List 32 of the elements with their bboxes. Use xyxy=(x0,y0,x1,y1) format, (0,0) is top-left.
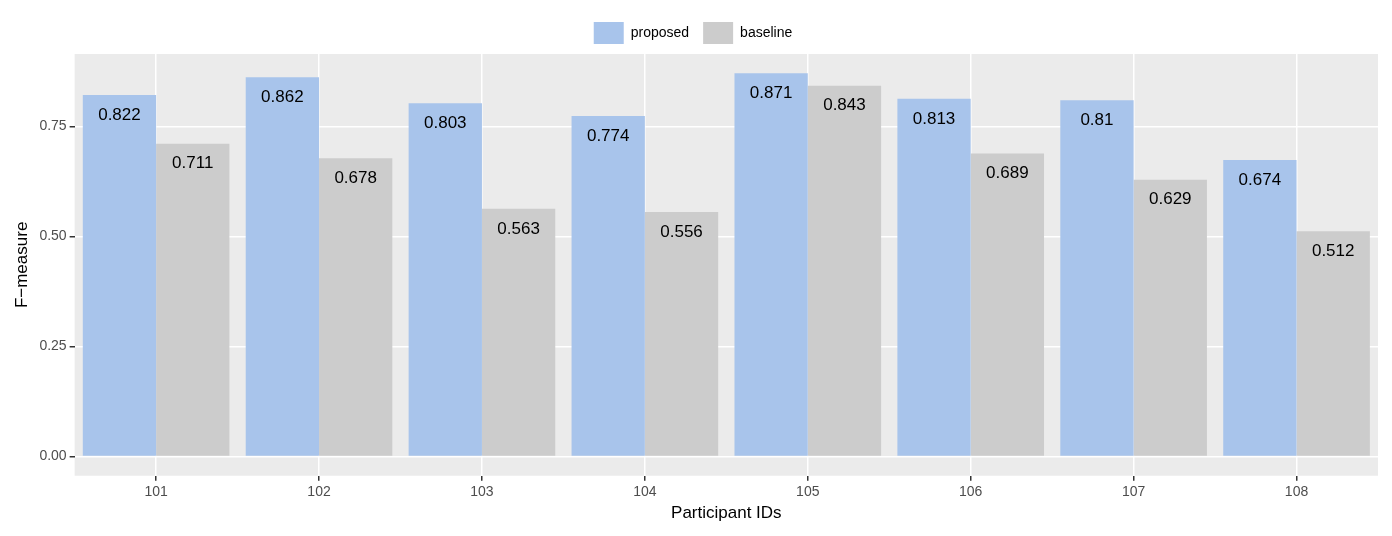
x-tick-label: 101 xyxy=(144,483,168,500)
legend-label: baseline xyxy=(740,23,793,40)
x-tick-label: 107 xyxy=(1121,483,1146,500)
data-label: 0.629 xyxy=(1149,189,1192,209)
x-tick-label: 108 xyxy=(1284,483,1309,500)
data-label: 0.871 xyxy=(749,83,793,103)
x-tick-label: 103 xyxy=(470,483,494,500)
data-label: 0.711 xyxy=(172,153,214,173)
x-tick-label: 106 xyxy=(959,483,983,500)
x-tick-label: 105 xyxy=(796,483,820,500)
data-label: 0.81 xyxy=(1080,109,1114,129)
data-label: 0.678 xyxy=(334,167,377,187)
x-axis-title: Participant IDs xyxy=(671,503,782,523)
data-label: 0.674 xyxy=(1238,169,1282,189)
data-label: 0.512 xyxy=(1311,240,1355,260)
data-label: 0.774 xyxy=(586,125,630,145)
x-tick-label: 102 xyxy=(307,483,331,500)
y-tick-label: 0.25 xyxy=(39,337,67,354)
y-tick-label: 0.50 xyxy=(39,227,67,244)
data-label: 0.556 xyxy=(660,221,703,241)
x-tick-label: 104 xyxy=(633,483,657,500)
y-axis-title: F−measure xyxy=(11,221,31,309)
y-tick-label: 0.75 xyxy=(39,117,67,134)
legend-label: proposed xyxy=(630,23,690,40)
data-label: 0.822 xyxy=(98,104,141,124)
data-label: 0.843 xyxy=(823,95,866,115)
data-label: 0.563 xyxy=(497,218,540,238)
data-label: 0.689 xyxy=(986,163,1029,183)
data-label: 0.813 xyxy=(912,108,956,128)
data-label: 0.803 xyxy=(424,112,467,132)
y-tick-label: 0.00 xyxy=(39,447,67,464)
data-label: 0.862 xyxy=(261,87,304,106)
